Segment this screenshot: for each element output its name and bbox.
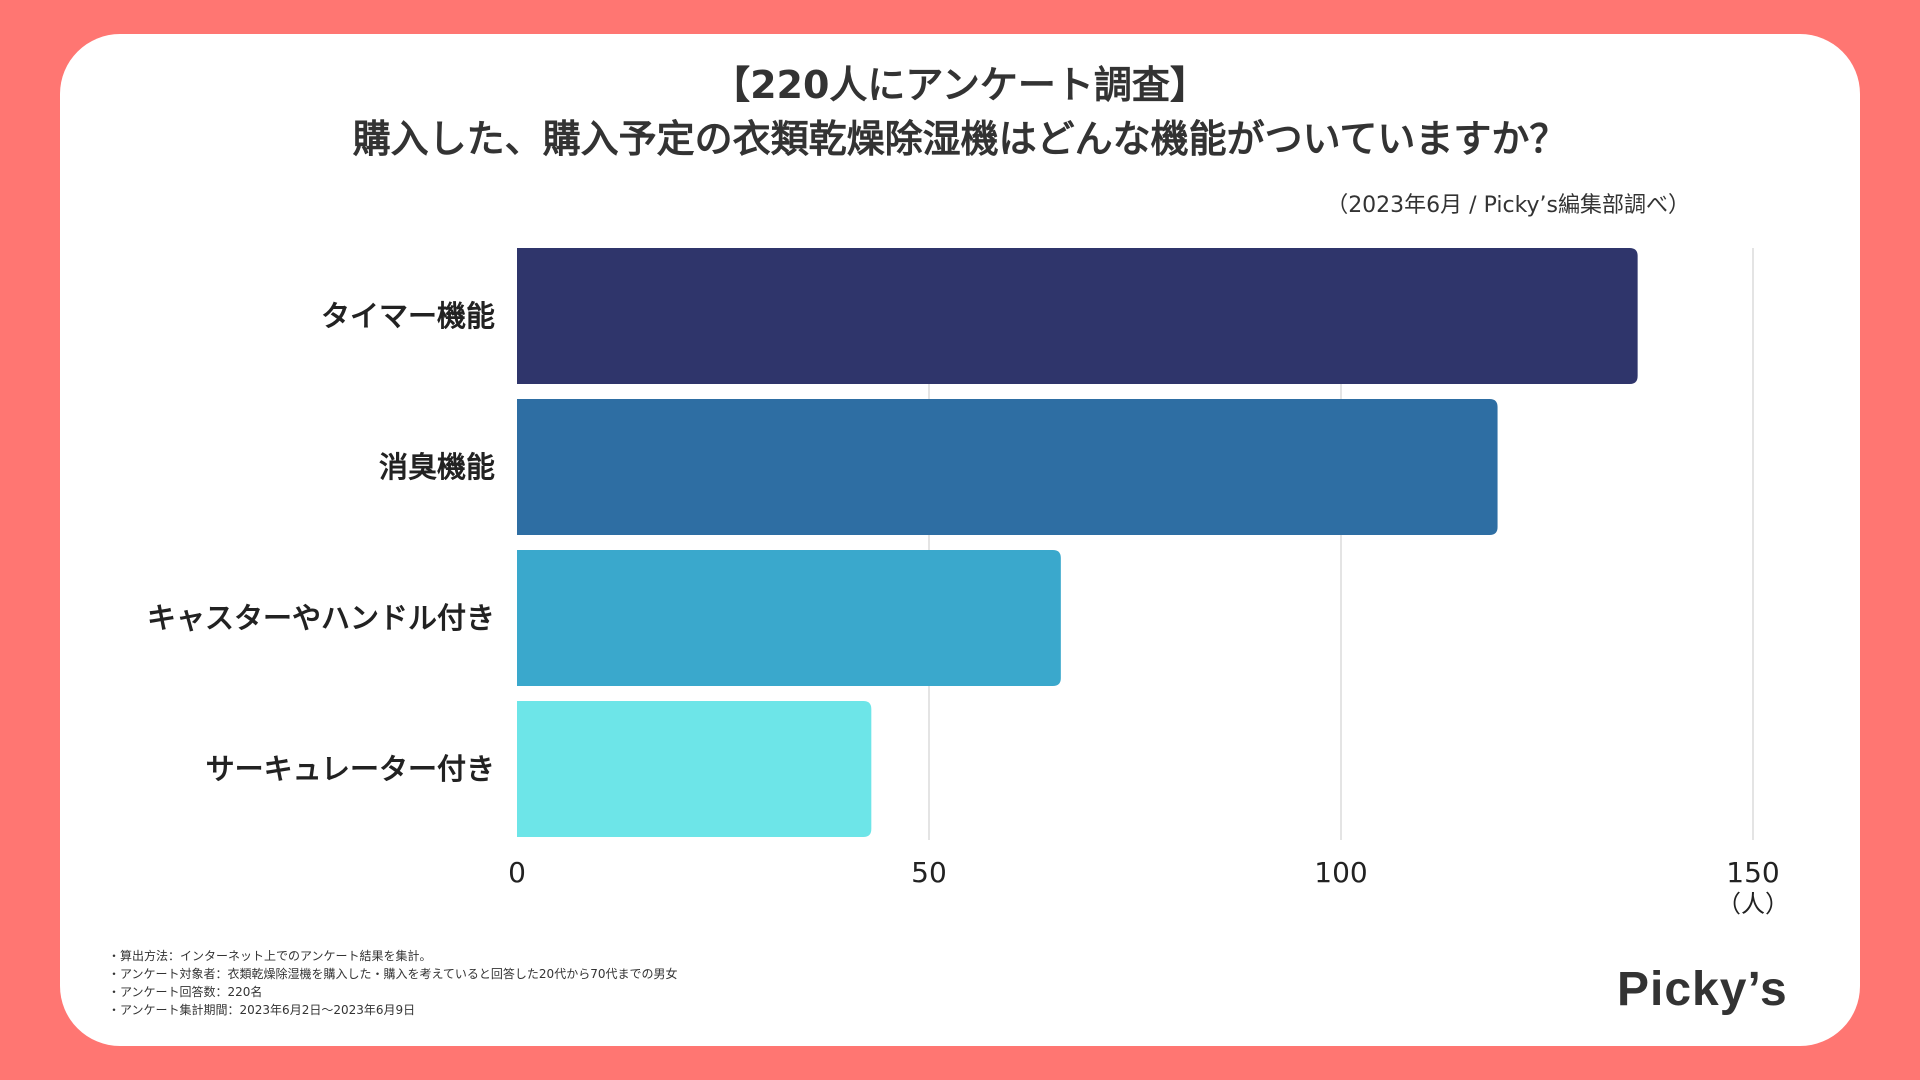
category-label: 消臭機能: [379, 450, 495, 484]
unit-label: （人）: [1717, 890, 1789, 918]
note-method: ・算出方法：インターネット上でのアンケート結果を集計。: [108, 949, 432, 963]
tick-label: 0: [508, 856, 526, 889]
bar: [517, 248, 1638, 384]
category-label: タイマー機能: [321, 299, 495, 333]
survey-notes: ・算出方法：インターネット上でのアンケート結果を集計。 ・アンケート対象者：衣類…: [108, 947, 677, 1019]
category-label: キャスターやハンドル付き: [147, 601, 495, 635]
chart-title: 【220人にアンケート調査】: [712, 63, 1208, 107]
tick-label: 100: [1314, 856, 1367, 889]
bar: [517, 701, 872, 837]
chart-card: [60, 34, 1860, 1046]
chart-source: （2023年6月 / Picky’s編集部調べ）: [1326, 193, 1690, 218]
chart-subtitle: 購入した、購入予定の衣類乾燥除湿機はどんな機能がついていますか？: [352, 117, 1568, 161]
bar: [517, 399, 1498, 535]
tick-label: 150: [1726, 856, 1779, 889]
note-period: ・アンケート集計期間：2023年6月2日〜2023年6月9日: [108, 1003, 416, 1017]
tick-label: 50: [911, 856, 947, 889]
category-label: サーキュレーター付き: [206, 752, 495, 786]
note-target: ・アンケート対象者：衣類乾燥除湿機を購入した・購入を考えていると回答した20代か…: [108, 967, 678, 981]
bar: [517, 550, 1061, 686]
picky-logo: Picky’s: [1617, 963, 1788, 1016]
note-count: ・アンケート回答数：220名: [108, 985, 263, 999]
